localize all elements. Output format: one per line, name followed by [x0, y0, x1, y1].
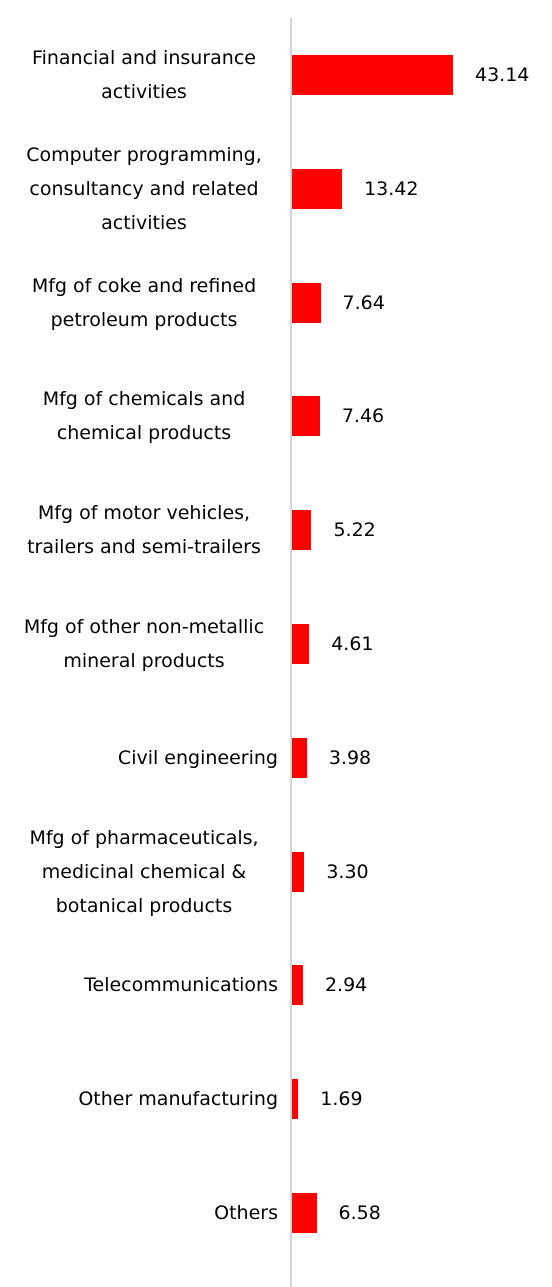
bar — [292, 168, 343, 209]
category-text: Other manufacturing — [78, 1088, 278, 1111]
category-text: Mfg of chemicals and chemical products — [42, 388, 246, 445]
category-label: Mfg of pharmaceuticals, medicinal chemic… — [10, 821, 278, 923]
value-label: 7.46 — [341, 405, 385, 428]
bar — [292, 737, 307, 778]
category-text: Mfg of other non-metallic mineral produc… — [23, 616, 265, 672]
category-label: Telecommunications — [10, 968, 278, 1002]
value-label: 43.14 — [475, 64, 530, 86]
category-label: Civil engineering — [10, 741, 278, 775]
category-label: Financial and insurance activities — [10, 41, 278, 109]
bar — [292, 55, 453, 95]
bar — [292, 851, 305, 892]
category-text: Financial and insurance activities — [32, 47, 256, 103]
category-text: Computer programming, consultancy and re… — [26, 143, 262, 234]
category-label: Mfg of chemicals and chemical products — [10, 382, 278, 450]
bar — [292, 1193, 317, 1233]
value-label: 5.22 — [333, 519, 376, 542]
category-label: Mfg of coke and refined petroleum produc… — [10, 269, 278, 337]
category-label: Mfg of other non-metallic mineral produc… — [10, 610, 278, 678]
category-label: Mfg of motor vehicles, trailers and semi… — [10, 496, 278, 564]
value-label: 2.94 — [324, 974, 368, 997]
bar — [292, 396, 320, 437]
axis-line — [290, 18, 292, 1287]
category-text: Mfg of coke and refined petroleum produc… — [31, 274, 257, 331]
value-label: 3.98 — [328, 746, 372, 769]
value-label: 4.61 — [331, 633, 374, 655]
bar — [292, 1079, 299, 1120]
category-text: Mfg of motor vehicles, trailers and semi… — [27, 502, 261, 559]
value-label: 6.58 — [338, 1202, 381, 1224]
bar — [292, 624, 310, 664]
category-label: Others — [10, 1196, 278, 1230]
category-text: Mfg of pharmaceuticals, medicinal chemic… — [29, 826, 259, 917]
value-label: 7.64 — [342, 291, 385, 314]
category-text: Others — [214, 1202, 278, 1224]
bar — [292, 965, 303, 1006]
category-text: Civil engineering — [117, 746, 278, 769]
category-label: Other manufacturing — [10, 1082, 278, 1116]
bar — [292, 282, 321, 323]
value-label: 1.69 — [320, 1088, 363, 1111]
category-text: Telecommunications — [84, 974, 278, 997]
value-label: 13.42 — [364, 177, 419, 200]
category-label: Computer programming, consultancy and re… — [10, 138, 278, 240]
value-label: 3.30 — [326, 860, 369, 883]
bar — [292, 510, 312, 551]
